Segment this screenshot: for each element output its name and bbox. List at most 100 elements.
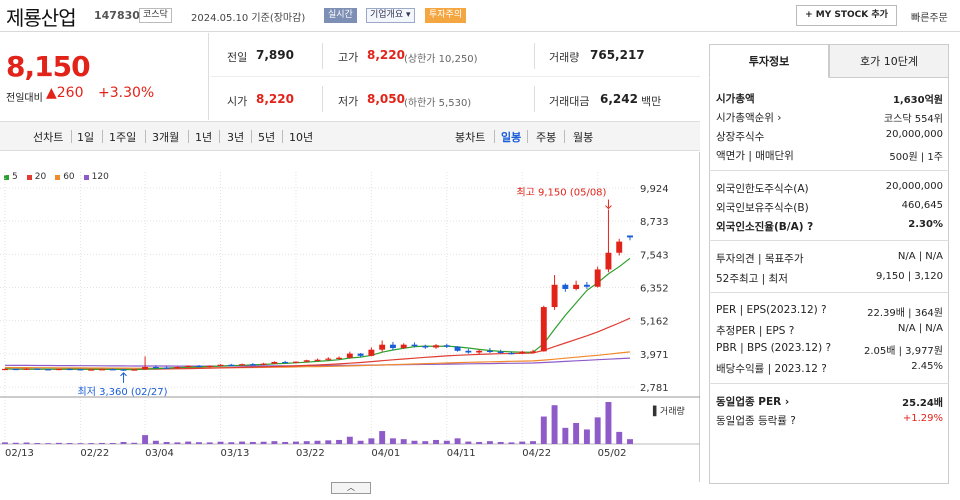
x-tick-label: 02/22 xyxy=(80,448,109,459)
candle-body xyxy=(303,360,310,362)
volume-bar xyxy=(34,443,41,444)
realtime-button[interactable]: 실시간 xyxy=(324,8,357,23)
y-tick-label: 3,971 xyxy=(640,350,669,361)
x-tick-label: 03/13 xyxy=(221,448,250,459)
volume-bar xyxy=(163,441,170,444)
candle-body xyxy=(465,350,472,353)
price-chart-svg[interactable]: 9,924 8,733 7,543 6,352 5,162 3,971 2,781 02/13… xyxy=(0,152,700,482)
candle-body xyxy=(2,368,8,371)
period-1y[interactable]: 1년 xyxy=(195,131,213,144)
candle-weekly-tab[interactable]: 주봉 xyxy=(536,131,557,144)
ma60-line xyxy=(4,351,631,369)
x-tick-label: 04/22 xyxy=(522,448,551,459)
candle-body xyxy=(508,353,515,355)
low-annotation: 최저 3,360 (02/27) xyxy=(78,386,168,398)
candle-body xyxy=(77,369,84,371)
info-label: 투자의견 | 목표주가 xyxy=(716,253,804,265)
info-value: 2.05배 | 3,977원 xyxy=(863,346,943,357)
tab-invest-info[interactable]: 투자정보 xyxy=(709,44,829,78)
high-arrowhead xyxy=(605,205,612,210)
info-label: 외국인보유주식수(B) xyxy=(716,202,809,214)
info-label[interactable]: PBR | BPS (2023.12) ? xyxy=(716,342,832,354)
period-separator xyxy=(219,130,220,143)
info-label[interactable]: 외국인소진율(B/A) ? xyxy=(716,221,814,233)
info-value: 20,000,000 xyxy=(885,181,943,192)
volume-bar xyxy=(131,442,138,444)
candle-body xyxy=(23,368,30,370)
y-tick-label: 5,162 xyxy=(640,317,669,328)
candle-body xyxy=(389,344,396,349)
volume-bar xyxy=(314,440,321,444)
quote-separator xyxy=(322,43,323,69)
quick-order-link[interactable]: 빠른주문 xyxy=(911,13,948,24)
panel-separator xyxy=(709,170,949,171)
info-label[interactable]: 동일업종 등락률 ? xyxy=(716,415,796,427)
volume-bar xyxy=(433,439,439,444)
candle-body xyxy=(551,284,558,308)
period-1w[interactable]: 1주일 xyxy=(109,131,137,144)
period-3y[interactable]: 3년 xyxy=(227,131,245,144)
volume-bar xyxy=(346,436,353,444)
quote-separator xyxy=(534,43,535,69)
volume-bar xyxy=(88,443,95,444)
volume-bar xyxy=(303,441,310,444)
candle-body xyxy=(292,361,299,363)
candle-body xyxy=(594,269,601,287)
x-tick-label: 03/04 xyxy=(145,448,174,459)
collapse-button[interactable]: ︿ xyxy=(331,482,371,494)
volume-bar xyxy=(379,431,386,444)
period-separator xyxy=(564,130,565,143)
volume-bar xyxy=(422,441,429,444)
volume-bar xyxy=(486,441,493,444)
period-1d[interactable]: 1일 xyxy=(77,131,95,144)
info-label[interactable]: PER | EPS(2023.12) ? xyxy=(716,304,827,316)
period-separator xyxy=(71,130,72,143)
ma120-legend: 120 xyxy=(83,172,109,182)
candle-body xyxy=(530,351,536,353)
volume-label: 거래량 xyxy=(549,51,580,64)
company-info-dropdown[interactable]: 기업개요 ▾ xyxy=(366,8,415,23)
current-price: 8,150 xyxy=(6,50,91,83)
investment-warning-badge: 투자주의 xyxy=(425,8,467,23)
candle-body xyxy=(109,369,116,371)
candle-daily-tab[interactable]: 일봉 xyxy=(501,131,522,144)
market-badge: 코스닥 xyxy=(139,8,172,23)
company-name: 제룡산업 xyxy=(6,6,77,30)
trade-amount-value: 6,242 xyxy=(600,92,638,106)
period-5y[interactable]: 5년 xyxy=(258,131,276,144)
volume-bar xyxy=(109,443,116,444)
info-label[interactable]: 배당수익률 | 2023.12 ? xyxy=(716,363,827,375)
upper-limit: (상한가 10,250) xyxy=(404,54,478,65)
candle-body xyxy=(400,344,407,349)
low-value: 8,050 xyxy=(367,92,405,106)
line-chart-label: 선차트 xyxy=(33,131,64,144)
info-label[interactable]: 동일업종 PER › xyxy=(716,396,790,408)
base-date: 2024.05.10 기준(장마감) xyxy=(191,13,306,24)
ma5-legend: 5 xyxy=(4,172,18,182)
y-tick-label: 8,733 xyxy=(640,217,669,228)
info-label[interactable]: 추정PER | EPS ? xyxy=(716,325,795,337)
ma20-legend: 20 xyxy=(26,172,46,182)
period-separator xyxy=(251,130,252,143)
candle-body xyxy=(196,365,202,368)
volume-bar xyxy=(325,440,332,444)
candle-body xyxy=(476,350,483,353)
period-3m[interactable]: 3개월 xyxy=(152,131,180,144)
info-label[interactable]: 시가총액순위 › xyxy=(716,112,782,124)
candle-body xyxy=(174,366,181,369)
volume-value: 765,217 xyxy=(590,48,645,62)
volume-bar xyxy=(573,423,580,444)
volume-bar xyxy=(239,441,246,444)
x-tick-label: 03/22 xyxy=(296,448,325,459)
volume-bar xyxy=(476,441,483,444)
period-10y[interactable]: 10년 xyxy=(289,131,314,144)
add-mystock-button[interactable]: + MY STOCK 추가 xyxy=(796,5,897,26)
volume-bar xyxy=(260,441,267,444)
tab-hoga[interactable]: 호가 10단계 xyxy=(829,44,949,78)
candle-monthly-tab[interactable]: 월봉 xyxy=(573,131,594,144)
volume-bar xyxy=(497,441,504,444)
volume-bar xyxy=(454,438,461,444)
info-label: 상장주식수 xyxy=(716,131,765,143)
ma60-legend: 60 xyxy=(55,172,75,182)
stock-code: 147830 xyxy=(94,9,140,22)
